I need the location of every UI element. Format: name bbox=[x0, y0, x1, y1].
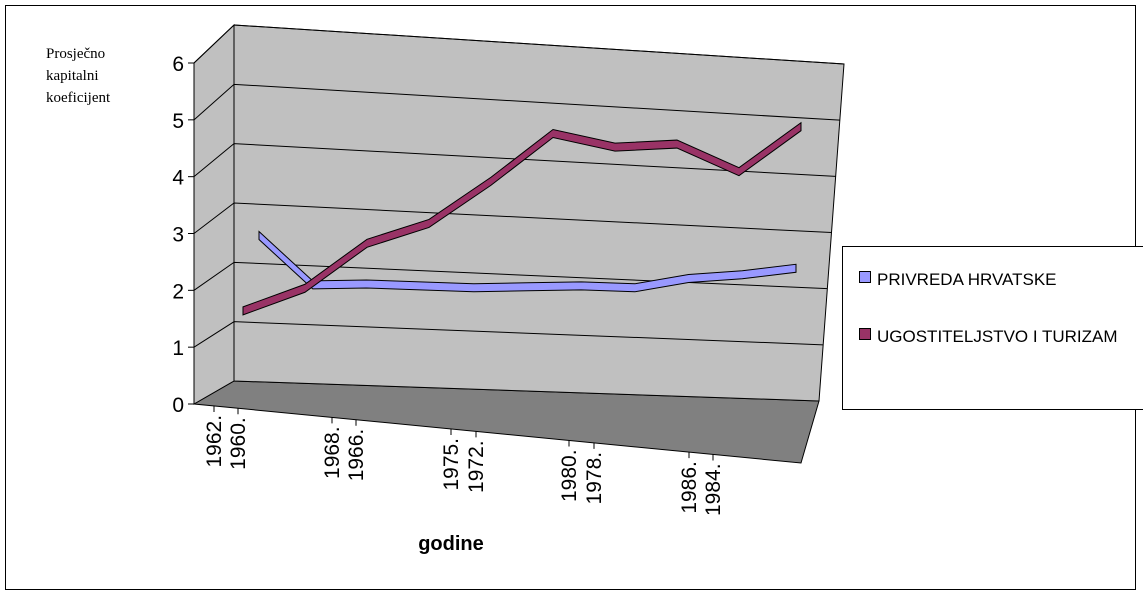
gridline bbox=[193, 202, 832, 234]
y-tick-label: 2 bbox=[172, 280, 184, 303]
left-wall bbox=[193, 23, 235, 405]
chart-plot: 0 1 2 3 4 5 6 1962. 1960. 1968. 1966. 1975. 1972. 19… bbox=[172, 23, 845, 555]
x-tick-label: 1975. bbox=[440, 438, 463, 491]
y-tick-label: 4 bbox=[172, 167, 184, 190]
back-wall bbox=[233, 24, 845, 402]
y-axis-title: Prosječno kapitalni koeficijent bbox=[46, 46, 111, 106]
legend: PRIVREDA HRVATSKE UGOSTITELJSTVO I TURIZ… bbox=[842, 246, 1143, 410]
y-tick-label: 5 bbox=[172, 110, 184, 133]
legend-swatch-privreda bbox=[859, 271, 871, 283]
x-axis-title: godine bbox=[418, 533, 484, 555]
legend-label: PRIVREDA HRVATSKE bbox=[877, 270, 1057, 289]
x-tick-label: 1972. bbox=[465, 440, 488, 493]
series-ugostiteljstvo-ribbon bbox=[242, 121, 802, 316]
x-tick-label: 1968. bbox=[321, 426, 344, 479]
y-tick-label: 0 bbox=[172, 394, 184, 417]
x-tick-label: 1978. bbox=[583, 452, 606, 505]
x-tick-label: 1980. bbox=[558, 449, 581, 502]
x-tick-label: 1966. bbox=[345, 429, 368, 482]
gridline bbox=[193, 83, 840, 121]
x-tick-label: 1960. bbox=[227, 417, 250, 470]
x-tick-label: 1986. bbox=[678, 461, 701, 514]
legend-item: UGOSTITELJSTVO I TURIZAM bbox=[859, 324, 1127, 350]
gridline bbox=[193, 143, 836, 178]
gridline bbox=[193, 321, 824, 348]
gridline bbox=[193, 24, 845, 65]
y-tick-label: 3 bbox=[172, 224, 184, 247]
legend-swatch-ugostiteljstvo bbox=[859, 328, 871, 340]
x-tick-label: 1962. bbox=[203, 415, 226, 468]
y-tick-label: 6 bbox=[172, 53, 184, 76]
y-tick-label: 1 bbox=[172, 337, 184, 360]
gridline bbox=[193, 261, 828, 291]
legend-item: PRIVREDA HRVATSKE bbox=[859, 267, 1127, 293]
chart-frame: 0 1 2 3 4 5 6 1962. 1960. 1968. 1966. 1975. 1972. 19… bbox=[5, 5, 1143, 590]
x-tick-label: 1984. bbox=[702, 463, 725, 516]
legend-label: UGOSTITELJSTVO I TURIZAM bbox=[877, 327, 1118, 346]
